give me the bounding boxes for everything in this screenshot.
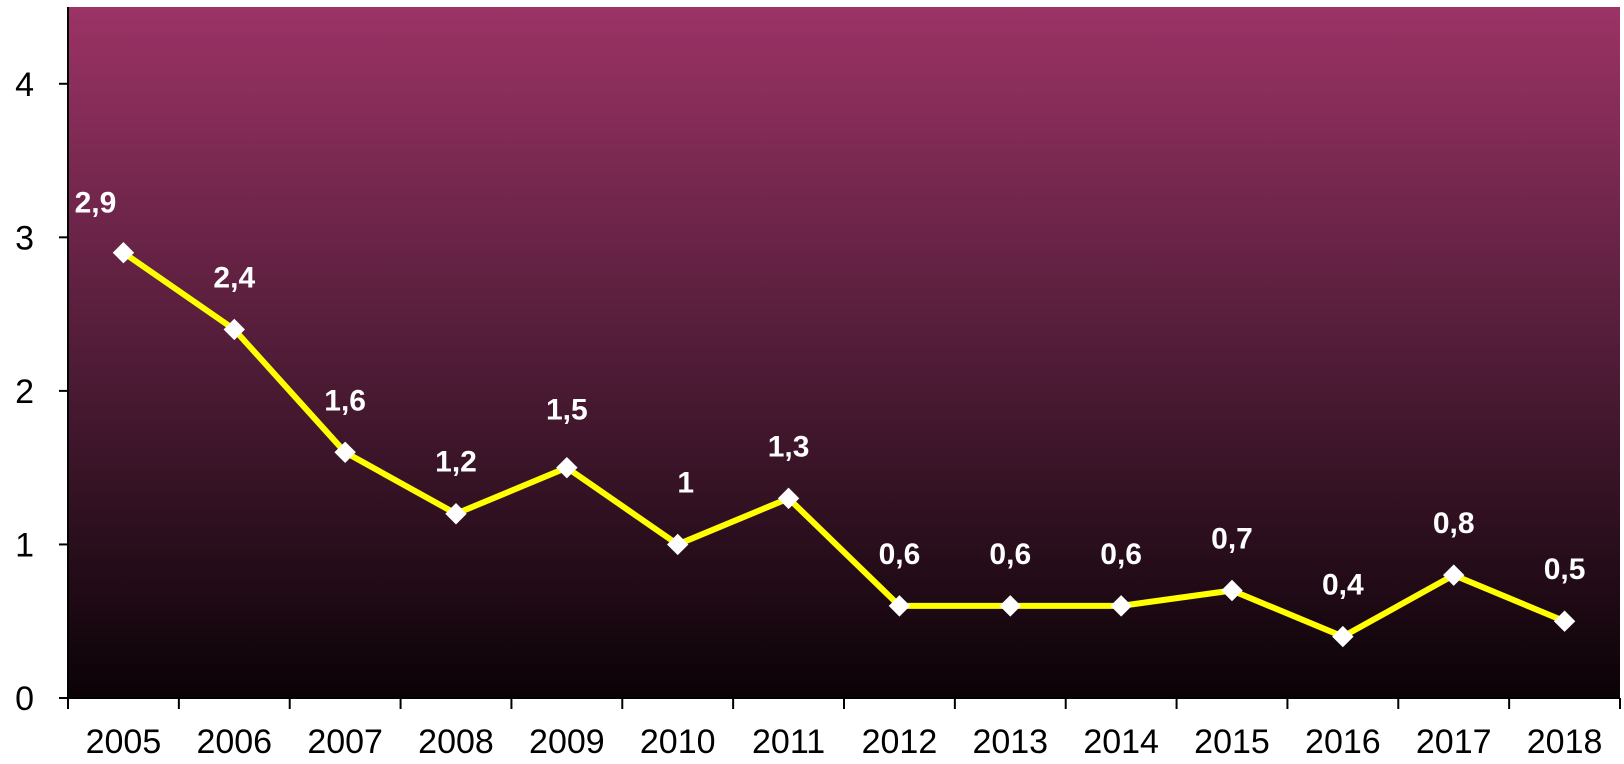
x-tick-label: 2015: [1194, 723, 1270, 761]
data-point-marker: [1110, 595, 1132, 617]
y-tick-label: 2: [15, 373, 34, 411]
data-point-marker: [334, 441, 356, 464]
data-label: 0,6: [989, 538, 1031, 571]
data-label: 0,4: [1322, 569, 1364, 602]
data-label: 2,4: [213, 261, 255, 294]
y-tick-label: 3: [15, 219, 34, 257]
data-point-marker: [223, 318, 245, 341]
x-tick-label: 2013: [972, 723, 1048, 761]
data-label: 1,3: [768, 430, 810, 463]
y-tick-label: 0: [15, 680, 34, 718]
data-point-marker: [1443, 564, 1465, 586]
data-point-marker: [445, 503, 467, 525]
x-tick-label: 2009: [529, 723, 605, 761]
plot-area: [68, 7, 1620, 698]
data-label: 0,6: [879, 538, 921, 571]
x-tick-label: 2005: [86, 723, 162, 761]
x-tick-label: 2017: [1416, 723, 1492, 761]
data-point-marker: [556, 456, 578, 479]
x-tick-label: 2012: [862, 723, 938, 761]
data-label: 1,5: [546, 394, 588, 427]
data-point-marker: [777, 487, 800, 510]
data-label: 2,9: [75, 187, 117, 220]
data-point-marker: [999, 595, 1021, 617]
data-point-marker: [1553, 610, 1576, 632]
data-label: 0,6: [1100, 538, 1142, 571]
data-label: 0,8: [1433, 507, 1475, 540]
x-tick-label: 2008: [418, 723, 494, 761]
data-label: 1,6: [324, 384, 366, 417]
data-point-marker: [667, 533, 689, 556]
data-label: 1,2: [435, 446, 477, 479]
y-tick-label: 4: [15, 66, 34, 104]
x-tick-label: 2010: [640, 723, 716, 761]
x-tick-label: 2014: [1083, 723, 1159, 761]
data-point-marker: [1221, 579, 1243, 602]
x-tick-label: 2007: [307, 723, 383, 761]
x-tick-label: 2018: [1527, 723, 1603, 761]
y-tick-label: 1: [15, 526, 34, 564]
series-line: [120, 249, 1568, 640]
x-tick-label: 2011: [752, 723, 825, 761]
data-point-marker: [112, 241, 135, 264]
data-label: 1: [677, 466, 694, 499]
data-point-marker: [888, 595, 911, 617]
x-tick-label: 2016: [1305, 723, 1381, 761]
data-label: 0,7: [1211, 523, 1253, 556]
data-point-marker: [1332, 625, 1354, 648]
x-tick-label: 2006: [196, 723, 272, 761]
data-label: 0,5: [1544, 553, 1586, 586]
